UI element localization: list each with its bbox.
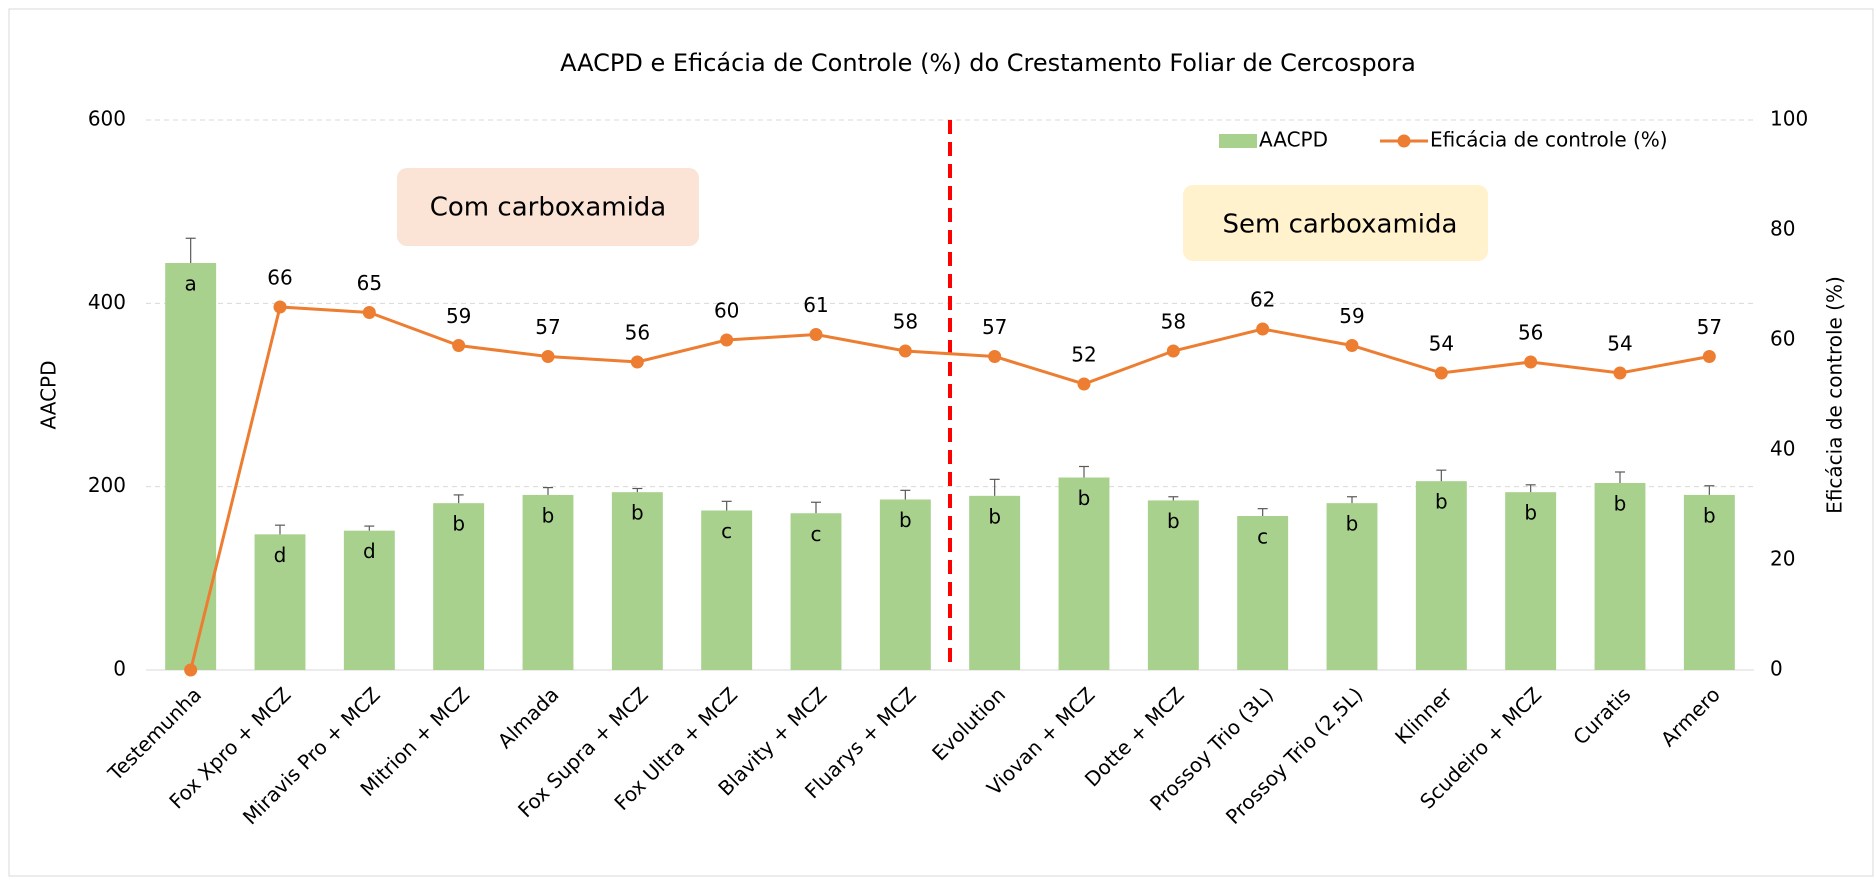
line — [189, 305, 1710, 671]
line-marker — [1702, 350, 1716, 363]
annotation-box — [397, 168, 699, 246]
bar — [1326, 503, 1378, 670]
bar-letter: d — [363, 539, 376, 563]
y2-tick-label: 0 — [1770, 657, 1783, 681]
legend-label: Eficácia de controle (%) — [1430, 128, 1668, 152]
chart-frame — [8, 8, 1874, 877]
bar — [254, 534, 306, 670]
data-label: 57 — [982, 315, 1007, 339]
data-label: 57 — [1697, 315, 1722, 339]
line-marker — [184, 663, 198, 677]
line-marker — [630, 355, 644, 369]
y-tick-label: 200 — [88, 473, 126, 497]
data-label: 58 — [1161, 310, 1186, 334]
bar — [522, 494, 574, 670]
bar-letter: b — [452, 512, 465, 536]
y-axis-title: AACPD — [37, 361, 61, 430]
y-tick-label: 400 — [88, 290, 126, 314]
data-label: 65 — [357, 271, 382, 295]
bar — [1505, 492, 1557, 670]
bar-letter: c — [1257, 525, 1268, 549]
y2-tick-label: 40 — [1770, 437, 1795, 461]
bar-letter: b — [631, 501, 644, 525]
bar — [969, 495, 1021, 670]
line-marker — [1256, 322, 1270, 336]
line-marker — [1613, 366, 1627, 380]
bar-letter: c — [811, 522, 822, 546]
data-label: 54 — [1429, 332, 1454, 356]
bar-letter: b — [899, 508, 912, 532]
bar-letter: b — [1524, 501, 1537, 525]
line-marker — [809, 328, 823, 341]
y-tick-label: 600 — [88, 107, 126, 131]
data-label: 57 — [535, 315, 560, 339]
bar-letter: b — [1346, 512, 1359, 536]
legend-label: AACPD — [1259, 128, 1328, 152]
data-label: 58 — [893, 310, 918, 334]
annotation: Sem carboxamida — [1223, 210, 1458, 240]
bar — [701, 510, 753, 670]
bar — [1594, 483, 1646, 670]
line-marker — [1524, 355, 1538, 369]
y-tick-label: 0 — [113, 657, 126, 681]
y2-tick-label: 60 — [1770, 327, 1795, 351]
bar-letter: b — [1078, 486, 1091, 510]
bar-letter: a — [185, 272, 197, 296]
y2-tick-label: 20 — [1770, 547, 1795, 571]
line-marker — [988, 350, 1002, 363]
bar-letter: b — [1435, 490, 1448, 514]
bar — [165, 263, 217, 670]
data-label: 62 — [1250, 288, 1275, 312]
bar — [433, 503, 485, 670]
y2-axis-title: Eficácia de controle (%) — [1823, 276, 1847, 514]
data-label: 59 — [446, 304, 471, 328]
line-marker — [273, 300, 287, 314]
bar — [611, 492, 663, 670]
bar-letter: b — [988, 504, 1001, 528]
line-marker — [898, 344, 912, 358]
legend-swatch — [1219, 134, 1257, 148]
bar — [879, 499, 931, 670]
data-label: 52 — [1071, 343, 1096, 367]
data-label: 59 — [1339, 304, 1364, 328]
data-label: 54 — [1607, 332, 1632, 356]
line-marker — [1345, 339, 1359, 352]
data-label: 61 — [803, 293, 828, 317]
bar — [343, 530, 395, 670]
bar — [1058, 477, 1110, 670]
bar — [1147, 500, 1199, 670]
chart-title: AACPD e Eficácia de Controle (%) do Cres… — [560, 49, 1416, 77]
annotation: Com carboxamida — [430, 193, 667, 223]
bar — [1237, 516, 1289, 670]
bar-letter: b — [542, 503, 555, 527]
y2-tick-label: 80 — [1770, 217, 1795, 241]
y2-tick-label: 100 — [1770, 107, 1808, 131]
legend-swatch — [1397, 134, 1411, 148]
bar-letter: b — [1614, 492, 1627, 516]
annotation-box — [1183, 185, 1488, 261]
bar — [1415, 481, 1467, 670]
line-marker — [720, 333, 734, 347]
data-label: 66 — [267, 266, 292, 290]
bar — [1683, 494, 1735, 670]
line-marker — [362, 306, 376, 319]
line-marker — [1166, 344, 1180, 358]
bar — [790, 513, 842, 670]
line-marker — [1434, 366, 1448, 380]
bar-letter: c — [721, 519, 732, 543]
line-marker — [452, 339, 466, 352]
data-label: 56 — [625, 321, 650, 345]
line-marker — [1077, 377, 1091, 391]
bar-letter: d — [274, 543, 287, 567]
data-label: 56 — [1518, 321, 1543, 345]
bar-letter: b — [1703, 503, 1716, 527]
data-label: 60 — [714, 299, 739, 323]
bar-letter: b — [1167, 509, 1180, 533]
line-marker — [541, 350, 555, 363]
